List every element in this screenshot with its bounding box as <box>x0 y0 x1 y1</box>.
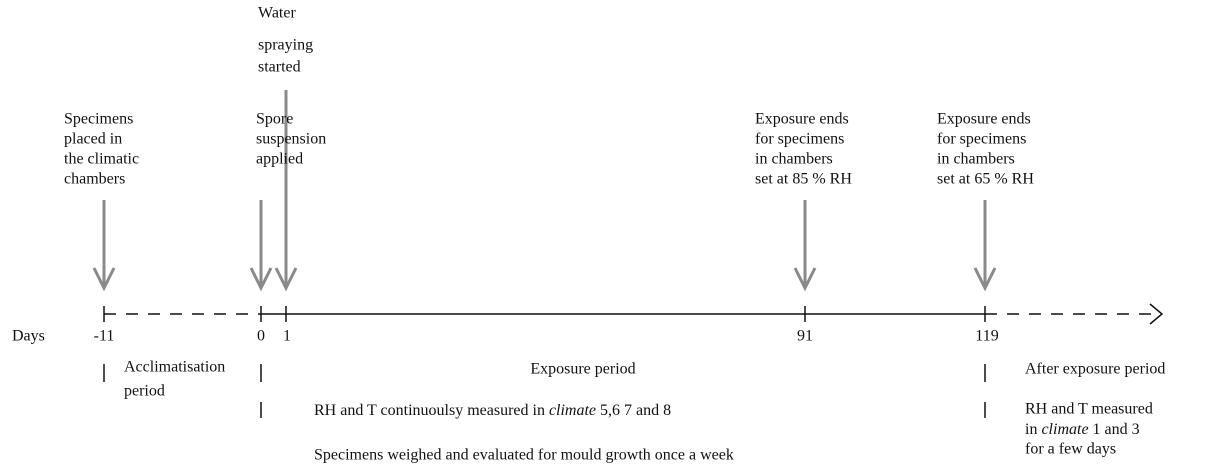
event-label: for specimens <box>755 131 844 148</box>
note: for a few days <box>1025 441 1116 458</box>
note-text: RH and T continuoulsy measured in <box>314 402 549 419</box>
event-label: Water <box>258 5 296 22</box>
event-label: applied <box>256 151 303 168</box>
arrow <box>274 90 298 292</box>
period-label: period <box>124 383 165 400</box>
event-label: started <box>258 59 301 76</box>
event-label: Spore <box>256 111 293 128</box>
arrow <box>793 200 817 292</box>
note-italic: climate <box>549 402 596 419</box>
note: RH and T continuoulsy measured in climat… <box>314 402 671 419</box>
event-label: for specimens <box>937 131 1026 148</box>
period-label: Exposure period <box>530 361 635 378</box>
tick-label: 0 <box>257 328 265 345</box>
axis-label: Days <box>12 328 45 345</box>
event-label: set at 65 % RH <box>937 171 1034 188</box>
note-text: 1 and 3 <box>1089 421 1140 438</box>
event-label: Exposure ends <box>937 111 1031 128</box>
event-label: the climatic <box>64 151 139 168</box>
note-italic: climate <box>1041 421 1088 438</box>
note-text: in <box>1025 421 1041 438</box>
period-label: Acclimatisation <box>124 359 225 376</box>
event-label: suspension <box>256 131 326 148</box>
arrows <box>92 90 997 292</box>
tick-label: 1 <box>283 328 291 345</box>
tick-label: 91 <box>797 328 813 345</box>
period-separators <box>103 364 986 418</box>
event-label: spraying <box>258 37 313 54</box>
arrow <box>249 200 273 292</box>
event-label: chambers <box>64 171 125 188</box>
arrow <box>92 200 116 292</box>
note: Specimens weighed and evaluated for moul… <box>314 447 734 464</box>
event-label: Specimens <box>64 111 133 128</box>
note: in climate 1 and 3 <box>1025 421 1140 438</box>
event-label: placed in <box>64 131 122 148</box>
axis <box>103 303 1164 418</box>
tick-label: 119 <box>975 328 998 345</box>
event-label: in chambers <box>755 151 833 168</box>
note: RH and T measured <box>1025 401 1153 418</box>
event-label: Exposure ends <box>755 111 849 128</box>
period-label: After exposure period <box>1025 361 1165 378</box>
tick-label: -11 <box>94 328 115 345</box>
arrow <box>973 200 997 292</box>
note-text: 5,6 7 and 8 <box>596 402 671 419</box>
event-label: in chambers <box>937 151 1015 168</box>
axis-arrowhead <box>1149 303 1164 325</box>
event-label: set at 85 % RH <box>755 171 852 188</box>
tick-marks <box>103 306 986 322</box>
